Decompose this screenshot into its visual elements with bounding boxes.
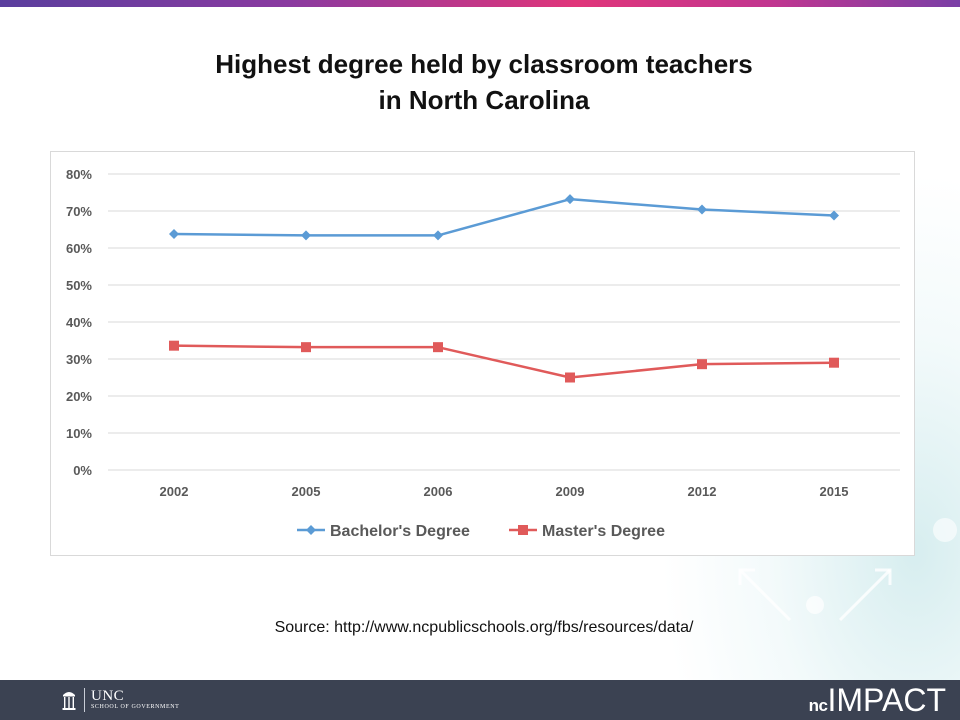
x-tick-label: 2002 (160, 484, 189, 499)
legend-marker-square (518, 525, 528, 535)
unc-logo: UNC SCHOOL OF GOVERNMENT (62, 687, 179, 713)
slide-title: Highest degree held by classroom teacher… (0, 46, 960, 118)
top-accent-bar (0, 0, 960, 7)
x-tick-label: 2009 (556, 484, 585, 499)
data-point-diamond (433, 230, 443, 241)
x-tick-label: 2012 (688, 484, 717, 499)
x-tick-label: 2006 (424, 484, 453, 499)
legend-marker-diamond (306, 525, 316, 535)
y-tick-label: 40% (66, 315, 92, 330)
old-well-icon (62, 692, 76, 710)
footer-bar: UNC SCHOOL OF GOVERNMENT ncIMPACT (0, 680, 960, 720)
y-tick-label: 20% (66, 389, 92, 404)
y-tick-label: 70% (66, 204, 92, 219)
brand-impact: IMPACT (827, 682, 946, 718)
y-tick-label: 30% (66, 352, 92, 367)
series-line (173, 197, 835, 237)
y-tick-label: 60% (66, 241, 92, 256)
brand-nc: nc (808, 696, 828, 715)
data-point-square (829, 357, 839, 368)
y-tick-label: 10% (66, 426, 92, 441)
series-line (173, 344, 835, 379)
logo-divider (84, 688, 85, 712)
chart-frame: 0% 10% 20% 30% 40% 50% 60% 70% 80% 2002 2005 2006 20… (50, 151, 915, 556)
title-line-2: in North Carolina (378, 85, 590, 115)
line-chart: 0% 10% 20% 30% 40% 50% 60% 70% 80% 2002 2005 2006 20… (66, 167, 900, 540)
y-tick-label: 0% (73, 463, 92, 478)
ncimpact-logo: ncIMPACT (809, 682, 946, 719)
data-point-diamond (829, 210, 839, 221)
data-point-square (565, 372, 575, 383)
data-point-diamond (565, 194, 575, 205)
y-tick-label: 80% (66, 167, 92, 182)
x-tick-label: 2015 (820, 484, 849, 499)
source-text: Source: http://www.ncpublicschools.org/f… (274, 619, 694, 636)
data-point-square (169, 340, 179, 351)
data-point-diamond (169, 228, 179, 239)
data-point-diamond (697, 204, 707, 215)
legend-label: Master's Degree (542, 523, 665, 540)
data-point-square (697, 359, 707, 370)
org-name: UNC (91, 688, 125, 704)
data-point-square (433, 342, 443, 353)
data-point-diamond (301, 230, 311, 241)
legend-label: Bachelor's Degree (330, 523, 470, 540)
data-point-square (301, 342, 311, 353)
x-tick-label: 2005 (292, 484, 321, 499)
y-tick-label: 50% (66, 278, 92, 293)
title-line-1: Highest degree held by classroom teacher… (215, 49, 753, 79)
org-subtitle: SCHOOL OF GOVERNMENT (91, 704, 180, 710)
